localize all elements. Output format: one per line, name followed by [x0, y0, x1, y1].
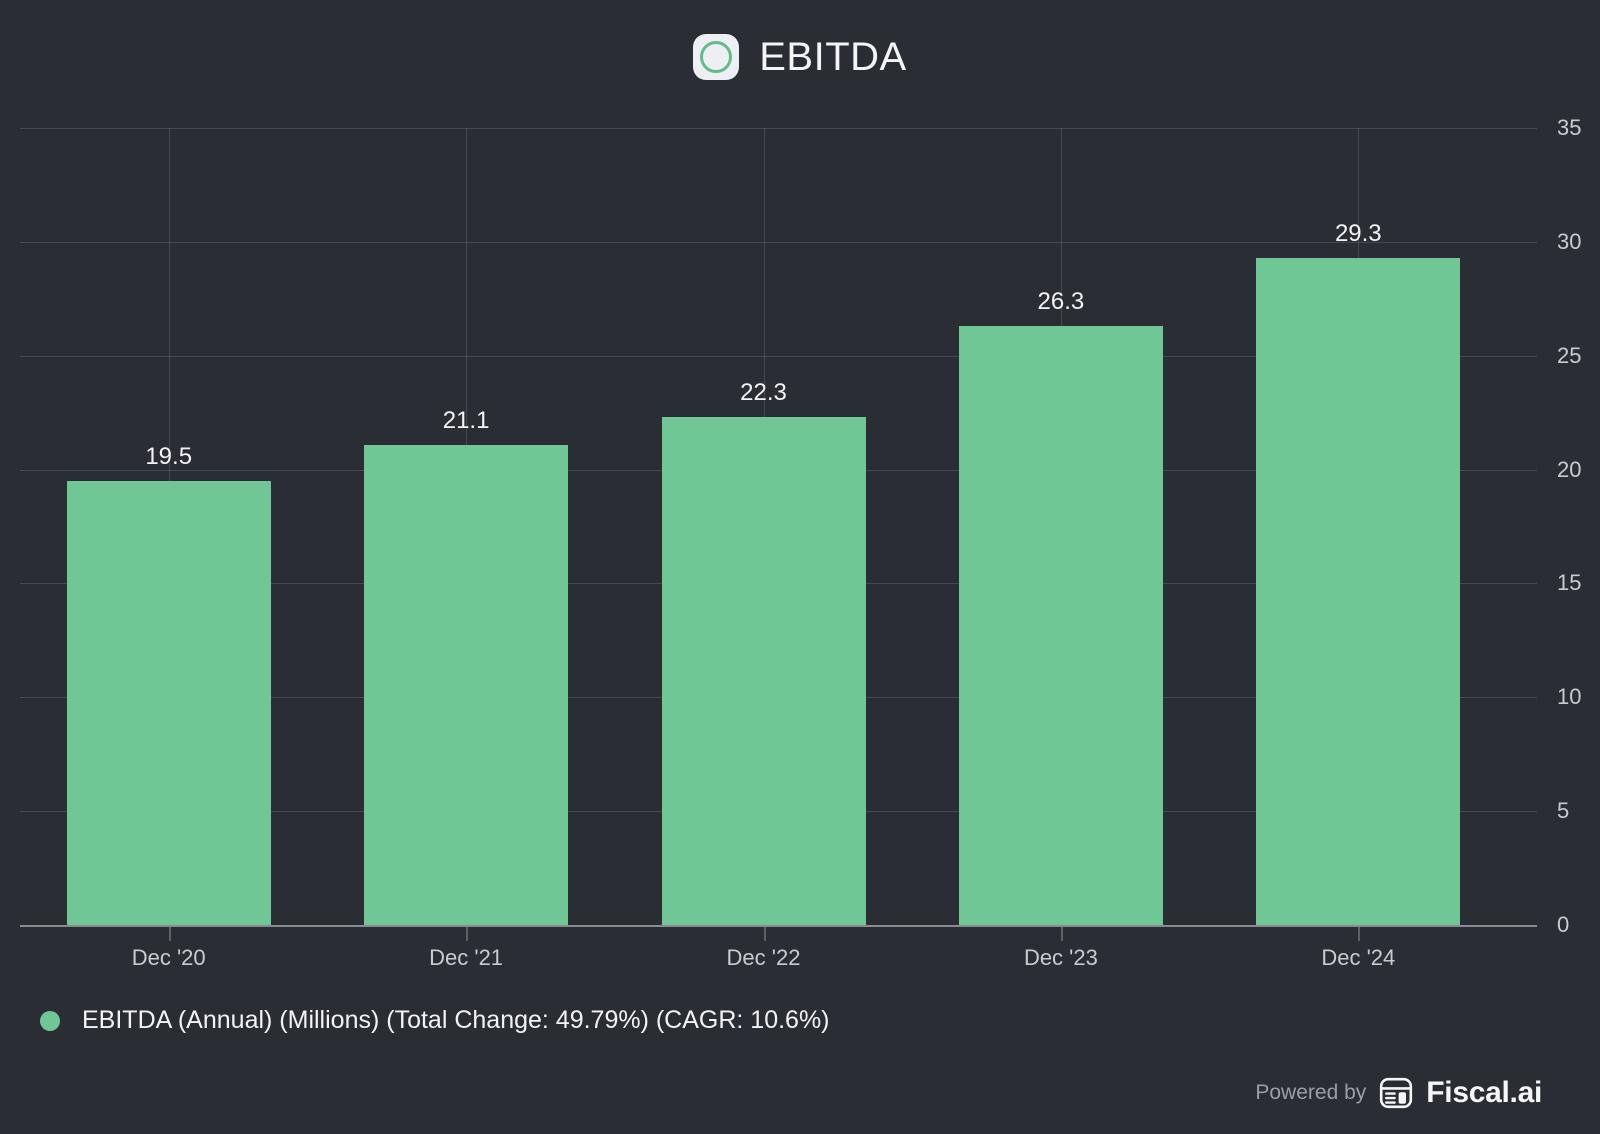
chart-bar[interactable]: [364, 444, 569, 925]
x-axis-tick: [466, 927, 469, 941]
bar-value-label: 19.5: [145, 442, 193, 470]
chart-bar[interactable]: [66, 480, 271, 925]
x-axis-line: [20, 925, 1537, 927]
bar-value-label: 29.3: [1334, 219, 1382, 247]
brand-name: Fiscal.ai: [1426, 1076, 1542, 1109]
x-tick-label: Dec '21: [429, 945, 504, 970]
chart-bar[interactable]: [661, 417, 866, 925]
y-tick-label: 20: [1557, 456, 1582, 482]
legend-label: EBITDA (Annual) (Millions) (Total Change…: [82, 1006, 830, 1034]
x-axis-tick: [763, 927, 766, 941]
x-axis-tick: [1060, 927, 1063, 941]
y-tick-label: 0: [1557, 912, 1570, 937]
y-tick-label: 35: [1557, 115, 1582, 140]
legend-marker-icon: [40, 1010, 60, 1031]
bar-value-label: 22.3: [740, 379, 787, 407]
x-tick-label: Dec '20: [131, 945, 206, 970]
chart-header: EBITDA: [0, 34, 1600, 80]
bar-value-label: 26.3: [1037, 288, 1085, 316]
y-tick-label: 5: [1557, 798, 1570, 824]
h-gridline: [20, 128, 1537, 129]
x-tick-label: Dec '24: [1321, 945, 1396, 970]
x-axis-tick: [1358, 927, 1361, 941]
y-tick-label: 25: [1557, 342, 1582, 368]
y-tick-label: 15: [1557, 570, 1582, 596]
bar-value-label: 21.1: [442, 406, 490, 434]
x-tick-label: Dec '22: [726, 945, 801, 970]
chart-bar[interactable]: [1256, 257, 1461, 925]
ring-icon: [700, 41, 733, 73]
y-tick-label: 30: [1557, 228, 1582, 254]
plot-area: 19.5 21.1 22.3 26.3 29.3: [20, 128, 1537, 927]
h-gridline: [20, 241, 1537, 243]
series-logo-icon: [693, 34, 740, 80]
fiscal-logo-icon: [1378, 1076, 1414, 1110]
x-tick-label: Dec '23: [1023, 945, 1098, 970]
chart-bar[interactable]: [958, 326, 1163, 925]
powered-by-text: Powered by: [1255, 1081, 1367, 1104]
powered-by-branding: Powered by Fiscal.ai: [1255, 1076, 1542, 1110]
chart-title: EBITDA: [759, 34, 907, 79]
y-tick-label: 10: [1557, 684, 1582, 710]
x-axis-tick: [168, 927, 171, 941]
h-gridline: [20, 355, 1537, 357]
legend-item[interactable]: EBITDA (Annual) (Millions) (Total Change…: [40, 1006, 830, 1035]
